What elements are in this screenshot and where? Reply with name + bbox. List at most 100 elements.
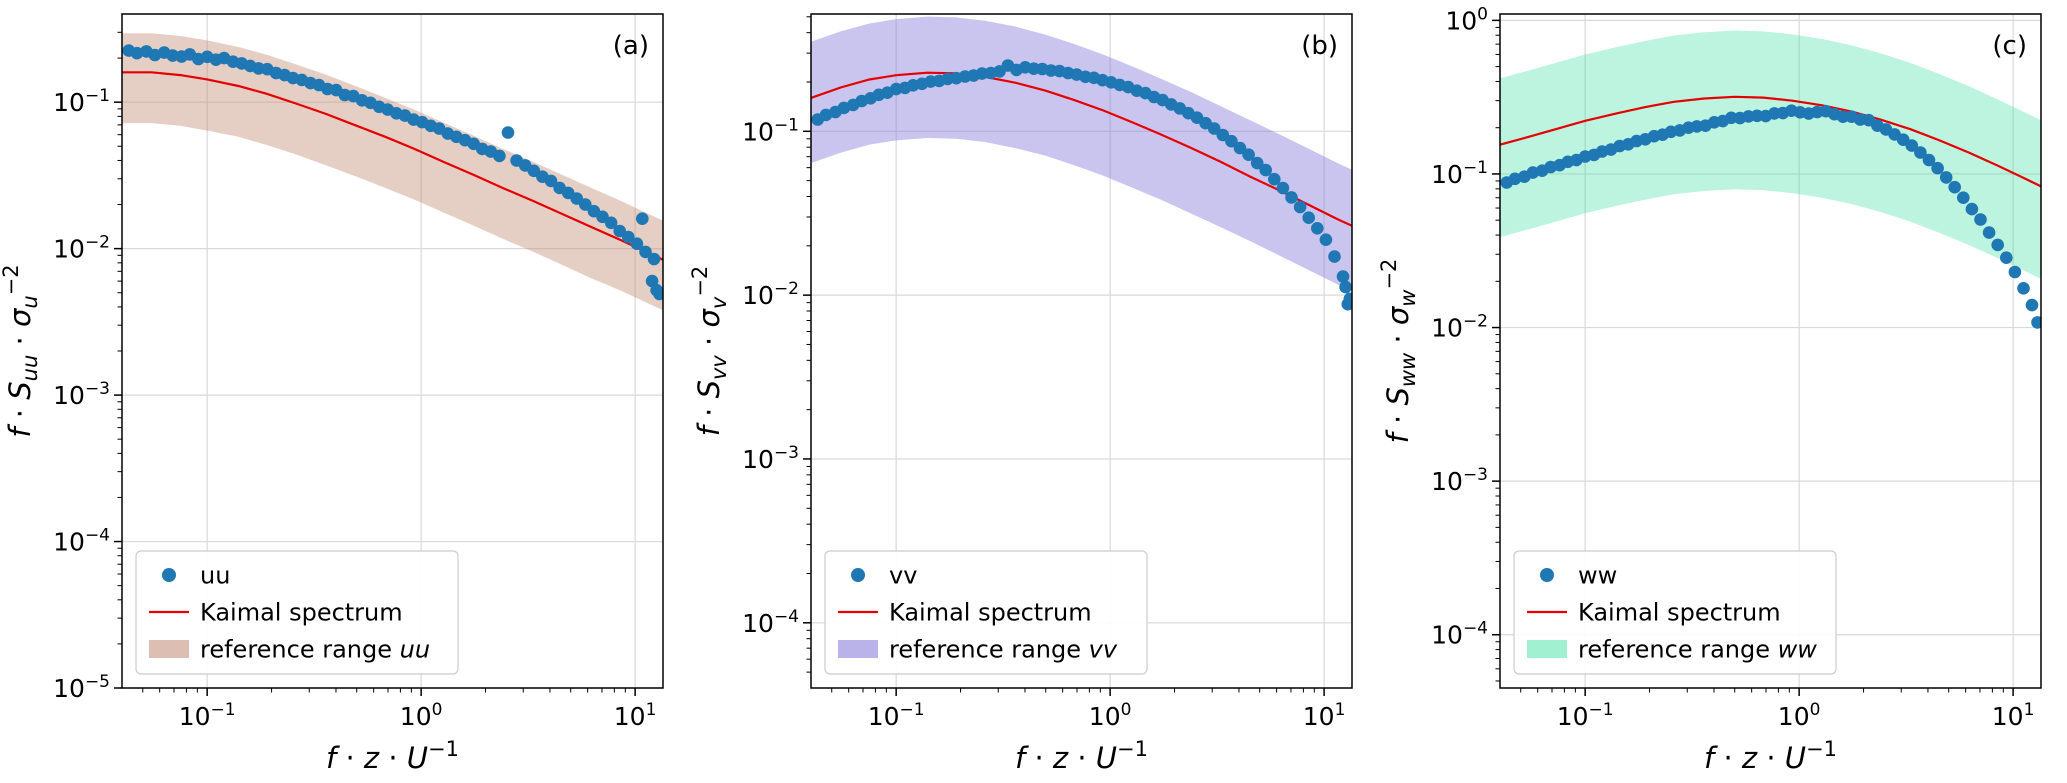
x-axis-label: f · z · U−1 [1704,737,1837,775]
x-tick-label: 100 [1778,700,1821,731]
y-tick-label: 10−2 [742,279,799,310]
y-tick-label: 10−2 [1431,312,1488,343]
legend: uu Kaimal spectrum reference range uu [135,550,459,675]
spectrum-plot-(a): 10−1 100 101 10−1 10−2 10−3 10−4 10−5 f · z · U−… [0,13,664,775]
spectrum-plot-(c): 10−1 100 101 100 10−1 10−2 10−3 10−4 f · z · U−1… [1377,4,2042,775]
data-point [1905,139,1919,152]
spectrum-scatter-series [1500,104,2041,329]
y-tick-label: 10−3 [742,443,799,474]
legend: ww Kaimal spectrum reference range ww [1513,550,1837,675]
legend-marker-patch [149,640,189,658]
legend-label: vv [889,562,917,590]
legend: vv Kaimal spectrum reference range vv [824,550,1148,675]
data-point [2000,251,2013,264]
panel-label: (b) [1301,31,1338,61]
x-axis-label: f · z · U−1 [326,737,459,775]
kaimal-spectrum-line [1500,95,2041,188]
data-point [1982,226,1996,239]
legend-label: Kaimal spectrum [200,599,403,627]
data-point [1343,292,1352,306]
data-point [2008,265,2022,279]
legend-box [1513,550,1837,675]
data-point [630,237,644,250]
data-point [1922,153,1936,167]
data-point [1302,211,1315,224]
legend-label: ww [1578,562,1617,590]
data-point [493,149,506,163]
legend-label: Kaimal spectrum [1578,599,1781,627]
x-tick-label: 10−1 [179,700,236,731]
legend-marker-patch [1527,640,1567,658]
reference-band-area [1500,30,2041,279]
x-tick-label: 101 [1303,700,1346,731]
data-point [2025,298,2039,312]
y-axis-label: f · Suu · σu−2 [0,264,42,437]
data-point [1339,280,1352,294]
data-point [1974,213,1987,226]
x-tick-label: 100 [400,700,443,731]
panel-ww-spectrum: 10−1 100 101 100 10−1 10−2 10−3 10−4 f · z · U−1… [1377,0,2067,783]
data-point [1965,202,1979,216]
y-tick-label: 10−2 [53,233,110,264]
data-point [1336,270,1350,283]
data-point [1242,148,1255,161]
axis-ticks [114,31,636,696]
data-point [1311,222,1324,235]
y-tick-label: 10−3 [1431,465,1488,496]
y-tick-label: 10−1 [742,115,799,146]
data-point [579,198,592,211]
axis-ticks [1492,19,2014,696]
data-point [1259,163,1272,177]
data-point [636,212,649,225]
y-tick-label: 100 [1445,4,1488,35]
data-point [130,46,144,60]
data-point [1991,238,2004,252]
data-point [604,216,618,230]
panel-uu-spectrum: 10−1 100 101 10−1 10−2 10−3 10−4 10−5 f · z · U−… [0,0,689,783]
axes-frame [810,13,1353,689]
x-tick-label: 101 [1992,700,2035,731]
data-point [1293,200,1307,214]
kaimal-spectrum-line [811,71,1352,227]
y-tick-label: 10−4 [742,607,799,638]
data-point [1931,161,1944,175]
data-point [1250,156,1264,170]
spectrum-scatter-series [122,44,663,301]
legend-marker-dot [851,568,865,582]
x-tick-label: 101 [614,700,657,731]
legend-label: uu [200,562,230,590]
data-point [647,252,661,266]
data-point [1957,191,1970,204]
kaimal-spectrum-line [122,71,663,261]
legend-marker-patch [838,640,878,658]
data-point [622,230,635,244]
data-point [1207,122,1221,135]
legend-label: reference range vv [889,636,1118,664]
panel-label: (a) [613,31,649,61]
x-tick-label: 10−1 [1557,700,1614,731]
legend-marker-dot [1540,568,1554,582]
legend-marker-dot [162,568,176,582]
data-point [1285,191,1298,204]
data-point [653,287,663,301]
y-axis-label: f · Svv · σv−2 [689,266,731,437]
data-point [1225,134,1238,148]
x-axis-label: f · z · U−1 [1015,737,1148,775]
y-tick-label: 10−4 [1431,619,1488,650]
data-point [2031,316,2041,329]
legend-label: reference range uu [200,636,430,664]
spectrum-plot-(b): 10−1 100 101 10−1 10−2 10−3 10−4 f · z · U−1 f ·… [688,13,1353,775]
legend-box [824,550,1148,675]
reference-band-area [811,16,1352,291]
spectrum-scatter-series [811,59,1352,311]
legend-label: Kaimal spectrum [889,599,1092,627]
data-point [1233,141,1247,155]
panel-label: (c) [1992,31,2027,61]
y-tick-label: 10−3 [53,379,110,410]
data-point [2017,282,2030,295]
y-tick-label: 10−1 [53,86,110,117]
axis-ticks [803,16,1325,696]
y-axis-label: f · Sww · σw−2 [1378,259,1420,444]
data-point [501,126,515,139]
